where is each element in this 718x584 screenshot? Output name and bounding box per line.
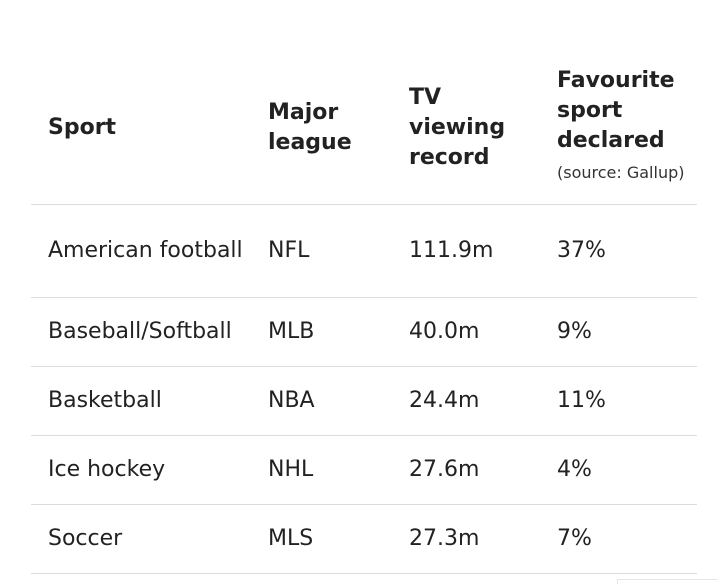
- cell-league: NHL: [251, 435, 392, 505]
- table-row: Basketball NBA 24.4m 11%: [31, 366, 697, 436]
- cell-sport: Ice hockey: [31, 435, 251, 505]
- cell-favourite: 37%: [540, 204, 697, 298]
- cell-tv-record: 40.0m: [392, 297, 540, 367]
- sports-table: Sport Major league TV viewing record Fav…: [31, 56, 697, 574]
- header-sport: Sport: [31, 56, 251, 205]
- table-row: American football NFL 111.9m 37%: [31, 204, 697, 298]
- sports-table-container: Sport Major league TV viewing record Fav…: [31, 56, 697, 574]
- header-favourite: Favourite sport declared (source: Gallup…: [540, 56, 697, 205]
- cell-sport: Soccer: [31, 504, 251, 574]
- header-tv-record: TV viewing record: [392, 56, 540, 205]
- table-row: Baseball/Softball MLB 40.0m 9%: [31, 297, 697, 367]
- cell-league: NBA: [251, 366, 392, 436]
- cell-favourite: 9%: [540, 297, 697, 367]
- header-league: Major league: [251, 56, 392, 205]
- cell-sport: American football: [31, 204, 251, 298]
- header-favourite-label: Favourite sport declared: [557, 68, 675, 153]
- cell-favourite: 11%: [540, 366, 697, 436]
- cell-sport: Basketball: [31, 366, 251, 436]
- corner-widget-edge: [617, 579, 718, 584]
- cell-favourite: 7%: [540, 504, 697, 574]
- cell-tv-record: 24.4m: [392, 366, 540, 436]
- header-favourite-source: (source: Gallup): [557, 163, 685, 182]
- cell-tv-record: 111.9m: [392, 204, 540, 298]
- table-header-row: Sport Major league TV viewing record Fav…: [31, 56, 697, 205]
- table-row: Soccer MLS 27.3m 7%: [31, 504, 697, 574]
- cell-tv-record: 27.3m: [392, 504, 540, 574]
- cell-tv-record: 27.6m: [392, 435, 540, 505]
- cell-favourite: 4%: [540, 435, 697, 505]
- table-row: Ice hockey NHL 27.6m 4%: [31, 435, 697, 505]
- cell-sport: Baseball/Softball: [31, 297, 251, 367]
- cell-league: MLS: [251, 504, 392, 574]
- cell-league: MLB: [251, 297, 392, 367]
- cell-league: NFL: [251, 204, 392, 298]
